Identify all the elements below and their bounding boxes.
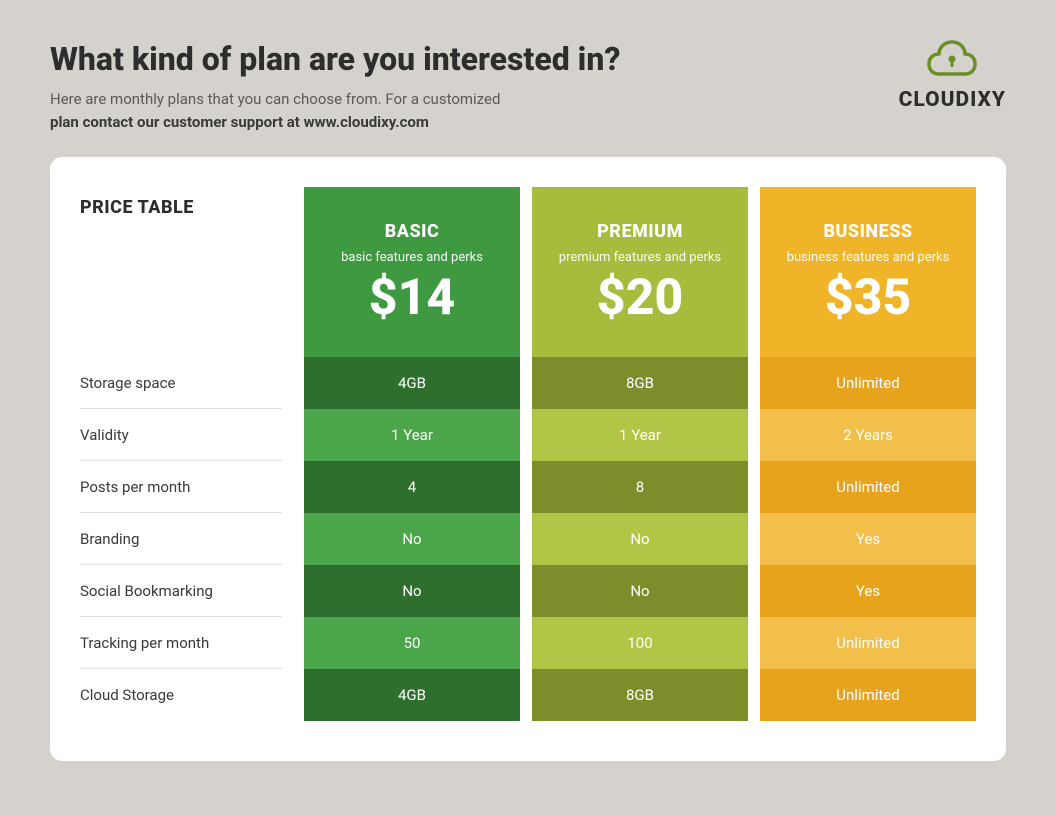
- plan-cell: 8: [532, 461, 748, 513]
- plan-cell: 1 Year: [304, 409, 520, 461]
- plan-cell: 2 Years: [760, 409, 976, 461]
- plan-cell: 4GB: [304, 357, 520, 409]
- header-text-block: What kind of plan are you interested in?…: [50, 40, 620, 133]
- feature-label: Validity: [80, 409, 282, 461]
- plan-price: $35: [825, 273, 912, 323]
- subtitle-line1: Here are monthly plans that you can choo…: [50, 90, 500, 108]
- plan-cell: 8GB: [532, 357, 748, 409]
- feature-label: Storage space: [80, 357, 282, 409]
- plan-cell: 8GB: [532, 669, 748, 721]
- page-title: What kind of plan are you interested in?: [50, 40, 620, 78]
- subtitle-line2-bold: plan contact our customer support at www…: [50, 113, 429, 131]
- plan-cell: No: [532, 513, 748, 565]
- cloud-lock-icon: [925, 40, 979, 82]
- plan-cell: 4GB: [304, 669, 520, 721]
- feature-label: Posts per month: [80, 461, 282, 513]
- page-subtitle: Here are monthly plans that you can choo…: [50, 88, 620, 133]
- plan-tagline: premium features and perks: [559, 250, 721, 265]
- plan-cell: Unlimited: [760, 357, 976, 409]
- plan-tagline: business features and perks: [787, 250, 950, 265]
- feature-label: Tracking per month: [80, 617, 282, 669]
- plan-column-premium: PREMIUMpremium features and perks$208GB1…: [532, 187, 748, 721]
- table-heading: PRICE TABLE: [80, 187, 282, 357]
- plan-cell: Unlimited: [760, 617, 976, 669]
- feature-label: Social Bookmarking: [80, 565, 282, 617]
- plan-cell: No: [532, 565, 748, 617]
- plan-cell: 4: [304, 461, 520, 513]
- plan-price: $20: [597, 273, 684, 323]
- plan-header: BUSINESS business features and perks $35: [760, 187, 976, 357]
- plan-cell: 100: [532, 617, 748, 669]
- plan-cell: 50: [304, 617, 520, 669]
- plan-name: BASIC: [385, 221, 440, 242]
- plan-column-business: BUSINESS business features and perks $35 Un…: [760, 187, 976, 721]
- plan-cell: No: [304, 513, 520, 565]
- feature-labels-column: PRICE TABLE Storage spaceValidityPosts p…: [80, 187, 292, 721]
- plan-price: $14: [369, 273, 456, 323]
- plan-cell: Yes: [760, 513, 976, 565]
- page-header: What kind of plan are you interested in?…: [50, 40, 1006, 133]
- plan-cell: Unlimited: [760, 461, 976, 513]
- feature-label: Cloud Storage: [80, 669, 282, 721]
- feature-label: Branding: [80, 513, 282, 565]
- plan-header: PREMIUM premium features and perks $20: [532, 187, 748, 357]
- brand-name: CLOUDIXY: [899, 88, 1006, 112]
- plan-name: BUSINESS: [823, 221, 912, 242]
- pricing-card: PRICE TABLE Storage spaceValidityPosts p…: [50, 157, 1006, 761]
- plan-tagline: basic features and perks: [341, 250, 483, 265]
- brand-block: CLOUDIXY: [899, 40, 1006, 112]
- plan-name: PREMIUM: [597, 221, 683, 242]
- plan-header: BASIC basic features and perks $14: [304, 187, 520, 357]
- plan-cell: Unlimited: [760, 669, 976, 721]
- plan-column-basic: BASICbasic features and perks$144GB1 Yea…: [304, 187, 520, 721]
- plan-cell: No: [304, 565, 520, 617]
- plan-cell: 1 Year: [532, 409, 748, 461]
- plan-cell: Yes: [760, 565, 976, 617]
